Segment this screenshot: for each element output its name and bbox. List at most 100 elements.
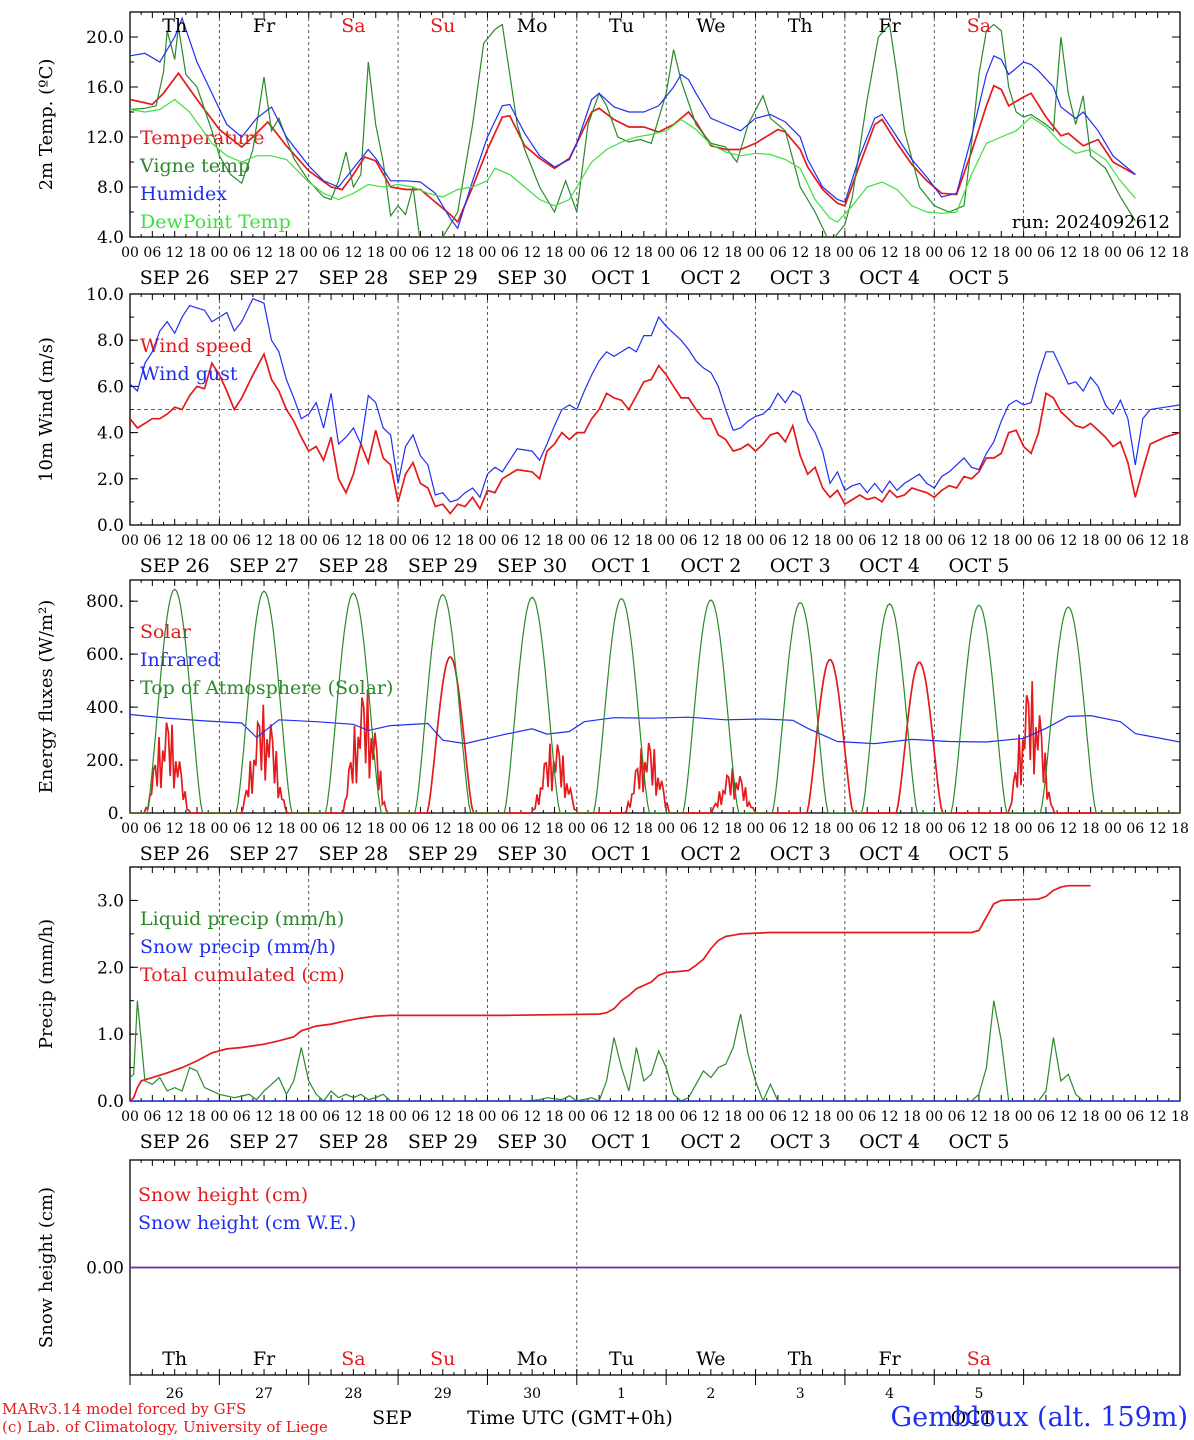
hour-tick-label: 18 [277, 1109, 295, 1125]
hour-tick-label: 18 [1171, 245, 1189, 261]
hour-tick-label: 18 [1082, 245, 1100, 261]
hour-tick-label: 12 [791, 821, 809, 837]
date-label: SEP 27 [229, 843, 299, 865]
hour-tick-label: 18 [367, 1109, 385, 1125]
hour-tick-label: 12 [613, 533, 631, 549]
hour-tick-label: 00 [925, 245, 943, 261]
hour-tick-label: 18 [367, 821, 385, 837]
hour-tick-label: 06 [858, 1109, 876, 1125]
hour-tick-label: 18 [992, 821, 1010, 837]
date-label: SEP 28 [318, 267, 388, 289]
hour-tick-label: 06 [948, 245, 966, 261]
hour-tick-label: 18 [1082, 1109, 1100, 1125]
hour-tick-label: 00 [121, 245, 139, 261]
hour-tick-label: 12 [1149, 533, 1167, 549]
date-label: OCT 1 [591, 1131, 652, 1153]
hour-tick-label: 12 [344, 533, 362, 549]
hour-tick-label: 06 [143, 1109, 161, 1125]
hour-tick-label: 18 [814, 821, 832, 837]
hour-tick-label: 18 [903, 245, 921, 261]
day-name-label: Th [162, 1348, 187, 1370]
hour-tick-label: 00 [657, 533, 675, 549]
y-tick-label: 12.0 [86, 128, 124, 148]
hour-tick-label: 00 [479, 533, 497, 549]
day-name-label: Tu [609, 1348, 634, 1370]
hour-tick-label: 18 [814, 245, 832, 261]
hour-tick-label: 06 [501, 1109, 519, 1125]
date-label: OCT 5 [948, 843, 1009, 865]
hour-tick-label: 06 [233, 533, 251, 549]
hour-tick-label: 18 [188, 821, 206, 837]
day-name-label: Sa [967, 15, 991, 37]
hour-tick-label: 12 [523, 821, 541, 837]
date-label: SEP 26 [140, 1131, 210, 1153]
hour-tick-label: 12 [344, 245, 362, 261]
date-label: SEP 30 [497, 267, 567, 289]
run-label: run: 2024092612 [1012, 212, 1170, 233]
hour-tick-label: 18 [456, 533, 474, 549]
hour-tick-label: 18 [546, 533, 564, 549]
day-number-label: 28 [344, 1386, 362, 1402]
y-tick-label: 8.0 [97, 178, 124, 198]
hour-tick-label: 12 [255, 245, 273, 261]
hour-tick-label: 18 [635, 533, 653, 549]
hour-tick-label: 18 [635, 821, 653, 837]
hour-tick-label: 18 [724, 821, 742, 837]
y-tick-label: 16.0 [86, 78, 124, 98]
hour-tick-label: 18 [724, 533, 742, 549]
legend-humidex: Humidex [140, 183, 227, 205]
hour-tick-label: 00 [568, 245, 586, 261]
hour-tick-label: 18 [188, 245, 206, 261]
date-label: OCT 2 [680, 843, 741, 865]
month-label-oct: OCT [951, 1407, 994, 1429]
series-wind-gust [130, 297, 1180, 503]
hour-tick-label: 00 [210, 533, 228, 549]
y-tick-label: 4.0 [97, 424, 124, 444]
hour-tick-label: 00 [925, 821, 943, 837]
hour-tick-label: 00 [210, 821, 228, 837]
date-label: OCT 4 [859, 843, 920, 865]
hour-tick-label: 06 [858, 821, 876, 837]
date-label: SEP 27 [229, 267, 299, 289]
hour-tick-label: 06 [769, 821, 787, 837]
date-label: OCT 5 [948, 267, 1009, 289]
hour-tick-label: 06 [590, 533, 608, 549]
hour-tick-label: 12 [702, 533, 720, 549]
y-axis-label: 2m Temp. (ºC) [36, 59, 57, 191]
date-label: SEP 30 [497, 1131, 567, 1153]
hour-tick-label: 12 [166, 245, 184, 261]
day-name-label: Fr [253, 15, 276, 37]
hour-tick-label: 18 [992, 1109, 1010, 1125]
hour-tick-label: 18 [546, 1109, 564, 1125]
hour-tick-label: 18 [1082, 533, 1100, 549]
date-label: SEP 29 [408, 267, 478, 289]
hour-tick-label: 06 [769, 245, 787, 261]
hour-tick-label: 18 [992, 533, 1010, 549]
y-tick-label: 2.0 [97, 958, 124, 978]
day-name-label: Th [788, 15, 813, 37]
day-name-label: Su [430, 1348, 455, 1370]
y-tick-label: 10.0 [86, 285, 124, 305]
hour-tick-label: 06 [858, 245, 876, 261]
hour-tick-label: 06 [1037, 1109, 1055, 1125]
hour-tick-label: 12 [1149, 1109, 1167, 1125]
y-tick-label: 4.0 [97, 228, 124, 248]
hour-tick-label: 12 [523, 1109, 541, 1125]
hour-tick-label: 06 [412, 1109, 430, 1125]
hour-tick-label: 00 [925, 533, 943, 549]
date-label: SEP 28 [318, 1131, 388, 1153]
day-number-label: 29 [434, 1386, 452, 1402]
day-name-label: Fr [878, 1348, 901, 1370]
day-name-label: Tu [609, 15, 634, 37]
hour-tick-label: 06 [1037, 821, 1055, 837]
hour-tick-label: 12 [166, 821, 184, 837]
y-tick-label: 800. [86, 592, 124, 612]
hour-tick-label: 06 [769, 533, 787, 549]
hour-tick-label: 12 [702, 821, 720, 837]
hour-tick-label: 12 [613, 821, 631, 837]
hour-tick-label: 12 [702, 1109, 720, 1125]
series-solar [130, 656, 1180, 813]
date-label: SEP 29 [408, 843, 478, 865]
date-label: SEP 28 [318, 555, 388, 577]
